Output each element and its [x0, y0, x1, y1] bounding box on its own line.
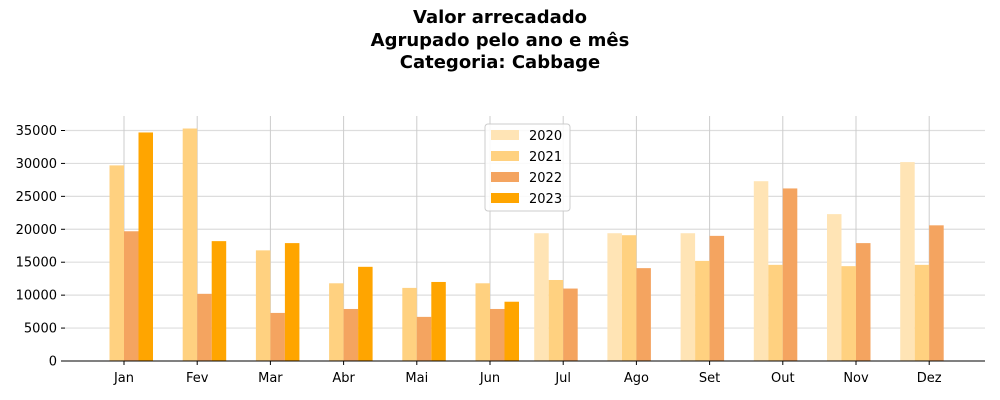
bar-2023-Fev	[211, 241, 227, 361]
bar-2021-Abr	[329, 283, 344, 361]
bar-2021-Jun	[475, 283, 490, 361]
bar-2020-Out	[753, 181, 769, 361]
bar-2021-Dez	[914, 264, 930, 361]
legend-swatch-2020	[491, 130, 519, 140]
x-tick-label-Abr: Abr	[332, 371, 355, 386]
legend-label-2021: 2021	[529, 150, 562, 165]
y-tick-label: 35000	[16, 124, 57, 139]
bar-2022-Jun	[490, 308, 505, 361]
x-tick-label-Jun: Jun	[479, 371, 500, 386]
bar-2022-Dez	[929, 225, 944, 361]
y-tick-label: 20000	[16, 223, 57, 238]
bar-2021-Out	[768, 264, 783, 361]
bar-2022-Set	[709, 235, 725, 361]
x-tick-label-Mar: Mar	[258, 371, 283, 386]
bar-2022-Fev	[197, 293, 212, 361]
bar-2022-Jul	[563, 288, 578, 361]
legend-label-2023: 2023	[529, 192, 562, 207]
x-tick-label-Dez: Dez	[917, 371, 942, 386]
bar-2021-Set	[695, 260, 710, 361]
bar-2022-Out	[782, 188, 798, 361]
bar-2021-Ago	[621, 235, 637, 361]
bar-2021-Jul	[548, 279, 564, 361]
bars	[109, 128, 944, 361]
bar-2022-Mai	[416, 316, 432, 361]
legend-label-2022: 2022	[529, 171, 562, 186]
x-tick-label-Out: Out	[771, 371, 795, 386]
bar-2021-Fev	[182, 128, 198, 361]
y-tick-label: 30000	[16, 157, 57, 172]
legend-swatch-2022	[491, 172, 519, 182]
bar-2022-Jan	[124, 231, 139, 361]
legend-swatch-2021	[491, 151, 519, 161]
x-tick-label-Jul: Jul	[554, 371, 571, 386]
y-tick-label: 10000	[16, 289, 57, 304]
y-tick-label: 15000	[16, 256, 57, 271]
bar-2023-Mar	[284, 243, 300, 361]
x-tick-label-Nov: Nov	[843, 371, 869, 386]
title-line-1: Valor arrecadado	[413, 7, 587, 28]
bar-2022-Ago	[636, 268, 651, 361]
axes: 0 5000 10000 15000 20000 25000 30000 35000 Jan Fe…	[16, 124, 985, 386]
bar-2021-Mar	[255, 250, 271, 361]
bar-2023-Jan	[138, 132, 153, 361]
bar-2021-Jan	[109, 165, 124, 361]
bar-2020-Nov	[827, 214, 842, 361]
y-tick-label: 25000	[16, 190, 57, 205]
bar-2021-Nov	[841, 266, 856, 361]
bar-2022-Mar	[270, 312, 285, 361]
bar-2023-Abr	[358, 266, 373, 361]
title-line-2: Agrupado pelo ano e mês	[371, 30, 630, 51]
bar-2023-Mai	[431, 281, 446, 361]
title-line-3: Categoria: Cabbage	[400, 52, 600, 73]
bar-2020-Dez	[900, 162, 915, 361]
bar-2020-Ago	[607, 233, 622, 361]
bar-2022-Nov	[856, 243, 871, 361]
bar-2020-Jul	[534, 233, 549, 361]
bar-2023-Jun	[504, 301, 519, 361]
x-tick-label-Ago: Ago	[624, 371, 649, 386]
bar-2020-Set	[680, 233, 696, 361]
x-tick-label-Jan: Jan	[113, 371, 134, 386]
bar-2021-Mai	[402, 287, 417, 361]
legend-label-2020: 2020	[529, 129, 562, 144]
x-tick-label-Set: Set	[699, 371, 720, 386]
x-tick-label-Fev: Fev	[186, 371, 209, 386]
bar-2022-Abr	[343, 308, 359, 361]
legend-box	[484, 123, 571, 212]
chart-title: Valor arrecadado Agrupado pelo ano e mês…	[371, 7, 630, 73]
y-tick-label: 0	[49, 355, 57, 370]
legend-swatch-2023	[491, 193, 519, 203]
legend: 2020 2021 2022 2023	[484, 123, 571, 212]
x-tick-label-Mai: Mai	[405, 371, 428, 386]
y-tick-label: 5000	[24, 322, 57, 337]
